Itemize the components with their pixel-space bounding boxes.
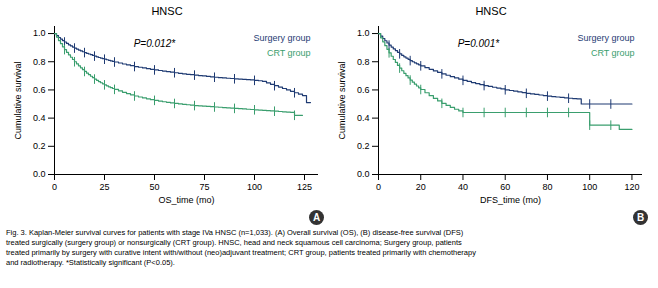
svg-text:Surgery group: Surgery group — [578, 33, 635, 43]
svg-text:0.2: 0.2 — [357, 141, 370, 151]
svg-text:P=0.012*: P=0.012* — [134, 38, 177, 49]
svg-text:25: 25 — [99, 182, 109, 192]
svg-text:60: 60 — [500, 182, 510, 192]
svg-text:0.0: 0.0 — [33, 169, 46, 179]
svg-text:0: 0 — [52, 182, 57, 192]
svg-text:OS_time (mo): OS_time (mo) — [158, 195, 214, 205]
html-text:HNSC: HNSC — [151, 5, 183, 17]
svg-text:0: 0 — [376, 182, 381, 192]
html-text:and radiotherapy. *Statistical: and radiotherapy. *Statistically signifi… — [6, 258, 175, 267]
html-text:treated surgically (surgery gr: treated surgically (surgery group) or no… — [6, 238, 462, 247]
svg-text:75: 75 — [199, 182, 209, 192]
svg-text:0.4: 0.4 — [357, 113, 370, 123]
html-text:HNSC: HNSC — [475, 5, 507, 17]
svg-text:0.8: 0.8 — [357, 57, 370, 67]
svg-text:80: 80 — [542, 182, 552, 192]
svg-text:Cumulative survival: Cumulative survival — [337, 61, 347, 139]
svg-text:1.0: 1.0 — [33, 28, 46, 38]
html-text:treated primarily by surgery w: treated primarily by surgery with curati… — [6, 248, 476, 257]
svg-text:0.6: 0.6 — [357, 85, 370, 95]
svg-text:50: 50 — [149, 182, 159, 192]
svg-text:1.0: 1.0 — [357, 28, 370, 38]
svg-text:CRT group: CRT group — [267, 48, 311, 58]
svg-text:100: 100 — [582, 182, 597, 192]
svg-text:20: 20 — [416, 182, 426, 192]
svg-text:CRT group: CRT group — [591, 48, 635, 58]
svg-text:0.8: 0.8 — [33, 57, 46, 67]
svg-text:0.2: 0.2 — [33, 141, 46, 151]
svg-text:0.4: 0.4 — [33, 113, 46, 123]
svg-text:P=0.001*: P=0.001* — [458, 38, 501, 49]
svg-text:125: 125 — [297, 182, 312, 192]
svg-text:0.0: 0.0 — [357, 169, 370, 179]
html-text:A: A — [312, 211, 321, 223]
svg-text:Surgery group: Surgery group — [254, 33, 311, 43]
svg-text:0.6: 0.6 — [33, 85, 46, 95]
svg-text:Cumulative survival: Cumulative survival — [13, 61, 23, 139]
svg-text:DFS_time (mo): DFS_time (mo) — [480, 195, 541, 205]
svg-text:100: 100 — [247, 182, 262, 192]
svg-text:120: 120 — [624, 182, 639, 192]
svg-text:40: 40 — [458, 182, 468, 192]
html-text:Fig. 3. Kaplan-Meier survival: Fig. 3. Kaplan-Meier survival curves for… — [6, 228, 464, 237]
html-text:B: B — [636, 211, 645, 223]
